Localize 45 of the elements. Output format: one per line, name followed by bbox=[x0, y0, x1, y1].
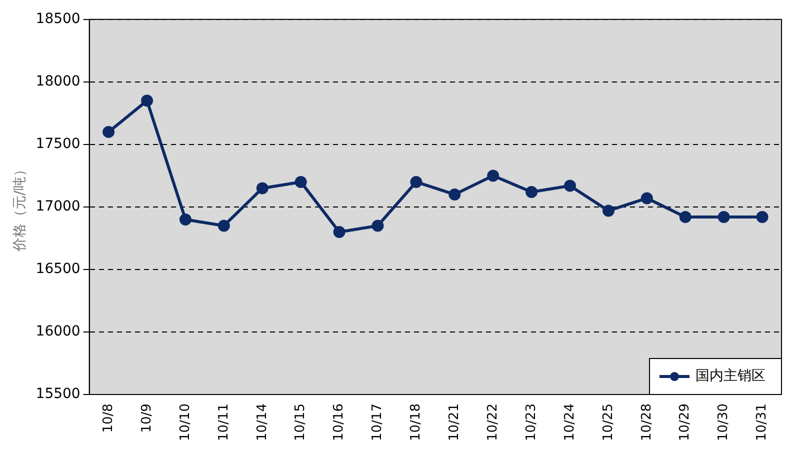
y-tick-label: 15500 bbox=[36, 386, 80, 402]
point bbox=[679, 210, 692, 223]
x-tick-label: 10/30 bbox=[716, 404, 732, 442]
point bbox=[718, 210, 730, 223]
point bbox=[218, 220, 230, 232]
y-tick-label: 16500 bbox=[36, 261, 80, 278]
x-tick-label: 10/14 bbox=[254, 404, 270, 442]
x-tick-label: 10/15 bbox=[293, 404, 308, 442]
point bbox=[141, 94, 154, 107]
x-tick-label: 10/16 bbox=[332, 404, 347, 442]
legend-label: 国内主销区 bbox=[696, 368, 766, 384]
x-tick-label: 10/11 bbox=[216, 404, 232, 442]
point bbox=[410, 176, 422, 188]
point bbox=[756, 210, 768, 223]
x-tick-label: 10/10 bbox=[178, 404, 193, 442]
x-tick-label: 10/9 bbox=[139, 404, 154, 433]
point bbox=[333, 226, 346, 238]
point bbox=[256, 182, 268, 194]
point bbox=[602, 204, 614, 217]
point bbox=[102, 126, 115, 138]
y-axis-title: 价格（元/吨） bbox=[12, 162, 28, 252]
x-tick-label: 10/21 bbox=[447, 404, 462, 442]
point bbox=[640, 192, 653, 204]
x-tick-label: 10/18 bbox=[408, 404, 424, 442]
x-tick-label: 10/17 bbox=[370, 404, 386, 442]
x-tick-label: 10/22 bbox=[485, 404, 500, 442]
y-tick-label: 17500 bbox=[36, 136, 80, 152]
y-tick-label: 18000 bbox=[36, 74, 80, 90]
x-tick-label: 10/31 bbox=[754, 404, 770, 442]
x-tick-label: 10/25 bbox=[600, 404, 616, 442]
x-tick-label: 10/28 bbox=[639, 404, 654, 442]
point bbox=[294, 176, 307, 188]
y-tick-label: 17000 bbox=[36, 198, 80, 215]
point bbox=[372, 220, 384, 232]
point bbox=[564, 180, 576, 192]
point bbox=[448, 188, 461, 200]
x-tick-label: 10/29 bbox=[678, 404, 693, 442]
point bbox=[526, 186, 538, 198]
point bbox=[179, 213, 192, 226]
x-tick-label: 10/23 bbox=[524, 404, 539, 442]
y-tick-label: 18500 bbox=[36, 11, 80, 28]
x-tick-label: 10/24 bbox=[562, 404, 578, 442]
point bbox=[487, 170, 500, 182]
y-tick-label: 16000 bbox=[36, 324, 80, 340]
x-tick-label: 10/8 bbox=[100, 404, 116, 433]
